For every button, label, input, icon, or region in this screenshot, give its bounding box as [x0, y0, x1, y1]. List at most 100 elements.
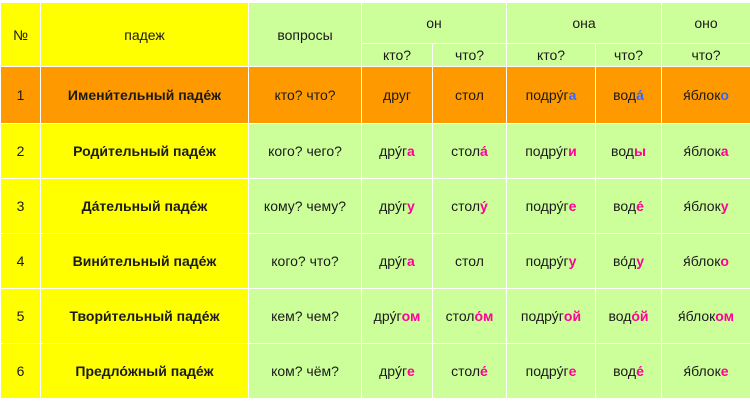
word-stem: вод: [608, 308, 632, 324]
word-ending: е́: [636, 198, 644, 214]
header-ona-chto: что?: [595, 43, 662, 67]
case-row: 4 Вини́тельный паде́ж кого? что? дру́га стол…: [0, 233, 750, 289]
word-ending: у́: [480, 198, 488, 214]
word-form-stol: стола́: [432, 123, 507, 179]
word-form-drug: дру́гу: [361, 178, 433, 234]
word-stem: подру́г: [525, 198, 569, 214]
word-stem: подру́г: [525, 143, 569, 159]
word-stem: я́блок: [683, 253, 721, 269]
row-number: 5: [0, 288, 41, 344]
word-stem: я́блок: [683, 198, 721, 214]
word-ending: у: [636, 253, 645, 269]
word-stem: вод: [613, 363, 637, 379]
case-questions: ком? чём?: [248, 343, 362, 399]
word-form-podruga: подру́ге: [506, 343, 596, 399]
word-ending: а: [720, 143, 729, 159]
case-questions: кто? что?: [248, 66, 362, 124]
case-questions: кого? что?: [248, 233, 362, 289]
word-form-yabloko: я́блоко: [661, 66, 750, 124]
word-form-stol: столе́: [432, 343, 507, 399]
word-stem: подру́г: [520, 308, 564, 324]
word-stem: дру́г: [379, 363, 408, 379]
word-stem: дру́г: [379, 198, 408, 214]
word-form-yabloko: я́блоке: [661, 343, 750, 399]
word-form-podruga: подру́гой: [506, 288, 596, 344]
case-name: Твори́тельный паде́ж: [40, 288, 249, 344]
word-ending: ом: [715, 308, 734, 324]
declension-table: № падеж вопросы он она оно кто? что? кто…: [0, 2, 750, 399]
word-stem: стол: [451, 198, 481, 214]
word-ending: о́м: [474, 308, 494, 324]
word-stem: вод: [611, 143, 634, 159]
word-stem: друг: [383, 87, 411, 103]
word-form-yabloko: я́блоко: [661, 233, 750, 289]
word-form-voda: воде́: [595, 343, 662, 399]
case-row: 2 Роди́тельный паде́ж кого? чего? дру́га сто…: [0, 123, 750, 179]
header-case: падеж: [40, 2, 249, 67]
word-ending: а: [407, 143, 415, 159]
word-form-drug: друг: [361, 66, 433, 124]
word-ending: ы: [633, 143, 646, 159]
word-form-voda: воды: [595, 123, 662, 179]
case-name: Предло́жный паде́ж: [40, 343, 249, 399]
word-form-stol: стол: [432, 233, 507, 289]
word-stem: подру́г: [525, 363, 569, 379]
word-stem: стол: [445, 308, 475, 324]
word-stem: дру́г: [373, 308, 402, 324]
word-form-yabloko: я́блоку: [661, 178, 750, 234]
word-form-yabloko: я́блоком: [661, 288, 750, 344]
case-name: Роди́тельный паде́ж: [40, 123, 249, 179]
word-form-stol: столу́: [432, 178, 507, 234]
word-form-podruga: подру́га: [506, 66, 596, 124]
word-stem: стол: [451, 143, 481, 159]
word-form-podruga: подру́ги: [506, 123, 596, 179]
word-stem: дру́г: [379, 253, 408, 269]
case-row: 3 Да́тельный паде́ж кому? чему? дру́гу столу…: [0, 178, 750, 234]
word-form-stol: столо́м: [432, 288, 507, 344]
word-ending: ом: [401, 308, 421, 324]
word-ending: ой: [563, 308, 582, 324]
word-form-voda: вода́: [595, 66, 662, 124]
case-questions: кого? чего?: [248, 123, 362, 179]
word-ending: о: [720, 87, 729, 103]
row-number: 6: [0, 343, 41, 399]
word-ending: а: [407, 253, 415, 269]
word-form-voda: водо́й: [595, 288, 662, 344]
case-row: 6 Предло́жный паде́ж ком? чём? дру́ге столе́…: [0, 343, 750, 399]
word-stem: дру́г: [379, 143, 408, 159]
header-row-2: кто? что? кто? что? что?: [1, 43, 750, 67]
word-form-podruga: подру́гу: [506, 233, 596, 289]
case-row: 5 Твори́тельный паде́ж кем? чем? дру́гом сто…: [0, 288, 750, 344]
word-ending: о́й: [631, 308, 649, 324]
word-ending: и: [568, 143, 577, 159]
word-stem: я́блок: [678, 308, 716, 324]
header-number: №: [0, 2, 41, 67]
word-ending: е́: [480, 363, 488, 379]
word-stem: стол: [455, 253, 484, 269]
header-ono: оно: [661, 2, 750, 44]
case-name: Вини́тельный паде́ж: [40, 233, 249, 289]
word-ending: а́: [636, 87, 644, 103]
word-stem: подру́г: [525, 87, 569, 103]
case-rows: 1 Имени́тельный паде́ж кто? что? друг стол по…: [0, 66, 750, 399]
word-ending: у: [568, 253, 577, 269]
header-on-chto: что?: [432, 43, 507, 67]
row-number: 1: [0, 66, 41, 124]
word-ending: а: [568, 87, 577, 103]
case-questions: кому? чему?: [248, 178, 362, 234]
word-stem: вод: [613, 87, 637, 103]
row-number: 3: [0, 178, 41, 234]
row-number: 2: [0, 123, 41, 179]
word-ending: е: [720, 363, 729, 379]
word-ending: у: [720, 198, 729, 214]
word-ending: е́: [636, 363, 644, 379]
case-name: Имени́тельный паде́ж: [40, 66, 249, 124]
word-ending: е: [568, 363, 577, 379]
word-form-drug: дру́га: [361, 233, 433, 289]
header-ona: она: [506, 2, 662, 44]
word-ending: е: [407, 363, 415, 379]
word-ending: у: [407, 198, 415, 214]
case-name: Да́тельный паде́ж: [40, 178, 249, 234]
word-stem: я́блок: [683, 87, 721, 103]
word-ending: а́: [480, 143, 488, 159]
